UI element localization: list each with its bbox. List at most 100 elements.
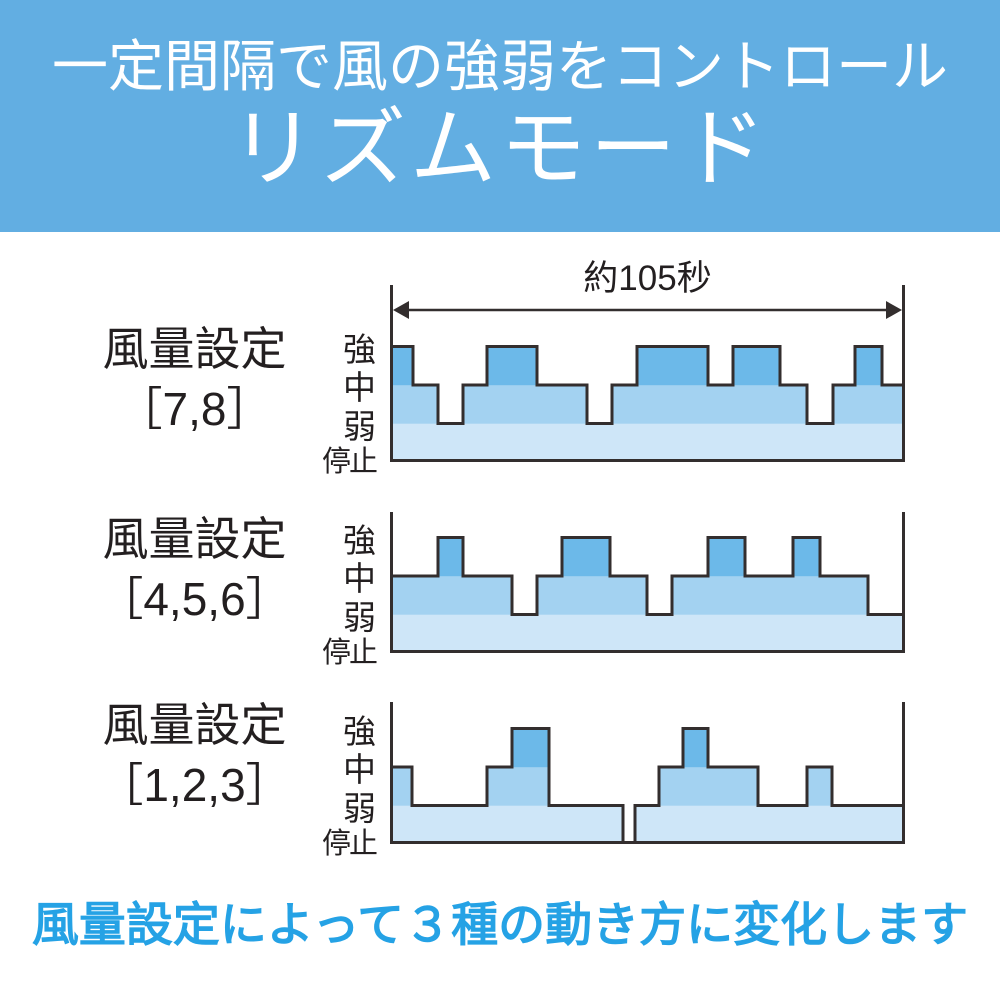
chart2-y-axis-labels: 強中弱停止 — [288, 512, 382, 670]
chart3-label: 風量設定 ［1,2,3］ — [52, 696, 337, 816]
level-band-segment — [390, 805, 413, 844]
y-axis-label: 強 — [343, 521, 376, 559]
level-band-segment — [647, 614, 673, 653]
chart3-label-line2: ［1,2,3］ — [97, 758, 292, 811]
y-axis-label: 強 — [343, 712, 376, 750]
level-band-segment — [733, 384, 781, 424]
chart3-label-line1: 風量設定 — [102, 699, 287, 751]
step-outline — [390, 345, 905, 425]
y-axis-label: 弱 — [343, 789, 376, 827]
level-band-segment — [390, 423, 414, 462]
level-band-segment — [659, 766, 684, 806]
level-band-segment — [635, 805, 660, 844]
level-band-segment — [610, 575, 648, 615]
chart2-label-line1: 風量設定 — [102, 513, 287, 565]
level-band-segment — [708, 766, 759, 806]
y-axis-label: 中 — [343, 751, 376, 788]
chart2-label-line2: ［4,5,6］ — [97, 572, 292, 625]
level-band-segment — [855, 384, 883, 424]
level-band-segment — [780, 384, 808, 424]
level-band-segment — [733, 423, 781, 462]
level-band-segment — [882, 423, 905, 462]
level-band-segment — [562, 575, 611, 615]
y-axis-label: 停止 — [321, 446, 378, 478]
level-band-segment — [487, 346, 538, 386]
level-band-segment — [745, 614, 794, 653]
level-band-segment — [833, 384, 856, 424]
header-subtitle: 一定間隔で風の強弱をコントロール — [52, 35, 948, 98]
axis-lines — [390, 512, 905, 653]
axis-lines — [390, 285, 905, 462]
header-banner: 一定間隔で風の強弱をコントロール リズムモード — [0, 0, 1000, 232]
level-band-segment — [793, 537, 821, 577]
level-band-segment — [708, 805, 759, 844]
level-band-segment — [733, 346, 781, 386]
level-band-segment — [807, 766, 833, 806]
level-band-segment — [390, 384, 414, 424]
chart1-label: 風量設定 ［7,8］ — [52, 320, 337, 440]
y-axis-label: 弱 — [343, 598, 376, 636]
y-axis-label: 停止 — [321, 828, 378, 860]
level-band-segment — [855, 346, 883, 386]
chart1-step-area — [390, 285, 905, 462]
level-band-segment — [882, 384, 905, 424]
level-band-segment — [708, 575, 746, 615]
level-band-segment — [612, 423, 638, 462]
level-band-segment — [562, 537, 611, 577]
level-band-segment — [868, 614, 905, 653]
level-band-segment — [683, 766, 709, 806]
level-band-segment — [587, 423, 613, 462]
level-band-segment — [487, 766, 513, 806]
level-band-segment — [463, 575, 513, 615]
level-band-segment — [807, 423, 834, 462]
duration-arrow — [393, 301, 902, 319]
level-band-segment — [758, 805, 808, 844]
y-axis-label: 中 — [343, 369, 376, 406]
level-band-segment — [793, 614, 821, 653]
level-band-segment — [855, 423, 883, 462]
level-band-segment — [833, 423, 856, 462]
level-band-segment — [537, 384, 588, 424]
level-band-segment — [637, 384, 709, 424]
level-band-segment — [487, 384, 538, 424]
level-band-segment — [390, 575, 439, 615]
level-band-segment — [562, 614, 611, 653]
level-band-segment — [807, 805, 833, 844]
level-band-segment — [438, 537, 464, 577]
level-band-segment — [683, 728, 709, 768]
chart2-step-area — [390, 512, 905, 653]
axis-lines — [390, 702, 905, 844]
chart2-label: 風量設定 ［4,5,6］ — [52, 510, 337, 630]
page-title: リズムモード — [230, 100, 770, 197]
level-band-segment — [487, 423, 538, 462]
level-band-segment — [537, 614, 563, 653]
level-band-segment — [793, 575, 821, 615]
chart1-label-line1: 風量設定 — [102, 323, 287, 375]
level-band-segment — [413, 384, 439, 424]
level-band-segment — [637, 346, 709, 386]
level-band-segment — [413, 423, 439, 462]
level-band-segment — [463, 614, 513, 653]
level-band-segment — [672, 614, 709, 653]
level-band-segment — [683, 805, 709, 844]
footer-text: 風量設定によって３種の動き方に変化します — [31, 898, 969, 951]
step-outline — [390, 536, 905, 616]
level-band-segment — [820, 575, 869, 615]
level-band-segment — [708, 614, 746, 653]
level-band-segment — [612, 384, 638, 424]
level-band-segment — [487, 805, 513, 844]
chart3-y-axis-labels: 強中弱停止 — [288, 702, 382, 861]
level-band-segment — [463, 384, 488, 424]
level-band-segment — [438, 423, 464, 462]
y-axis-label: 中 — [343, 560, 376, 597]
level-band-segment — [537, 423, 588, 462]
level-band-segment — [820, 614, 869, 653]
level-band-segment — [708, 537, 746, 577]
level-band-segment — [780, 423, 808, 462]
y-axis-label: 停止 — [321, 637, 378, 669]
level-band-segment — [537, 575, 563, 615]
level-band-segment — [390, 766, 413, 806]
level-band-segment — [637, 423, 709, 462]
level-band-segment — [512, 728, 550, 768]
